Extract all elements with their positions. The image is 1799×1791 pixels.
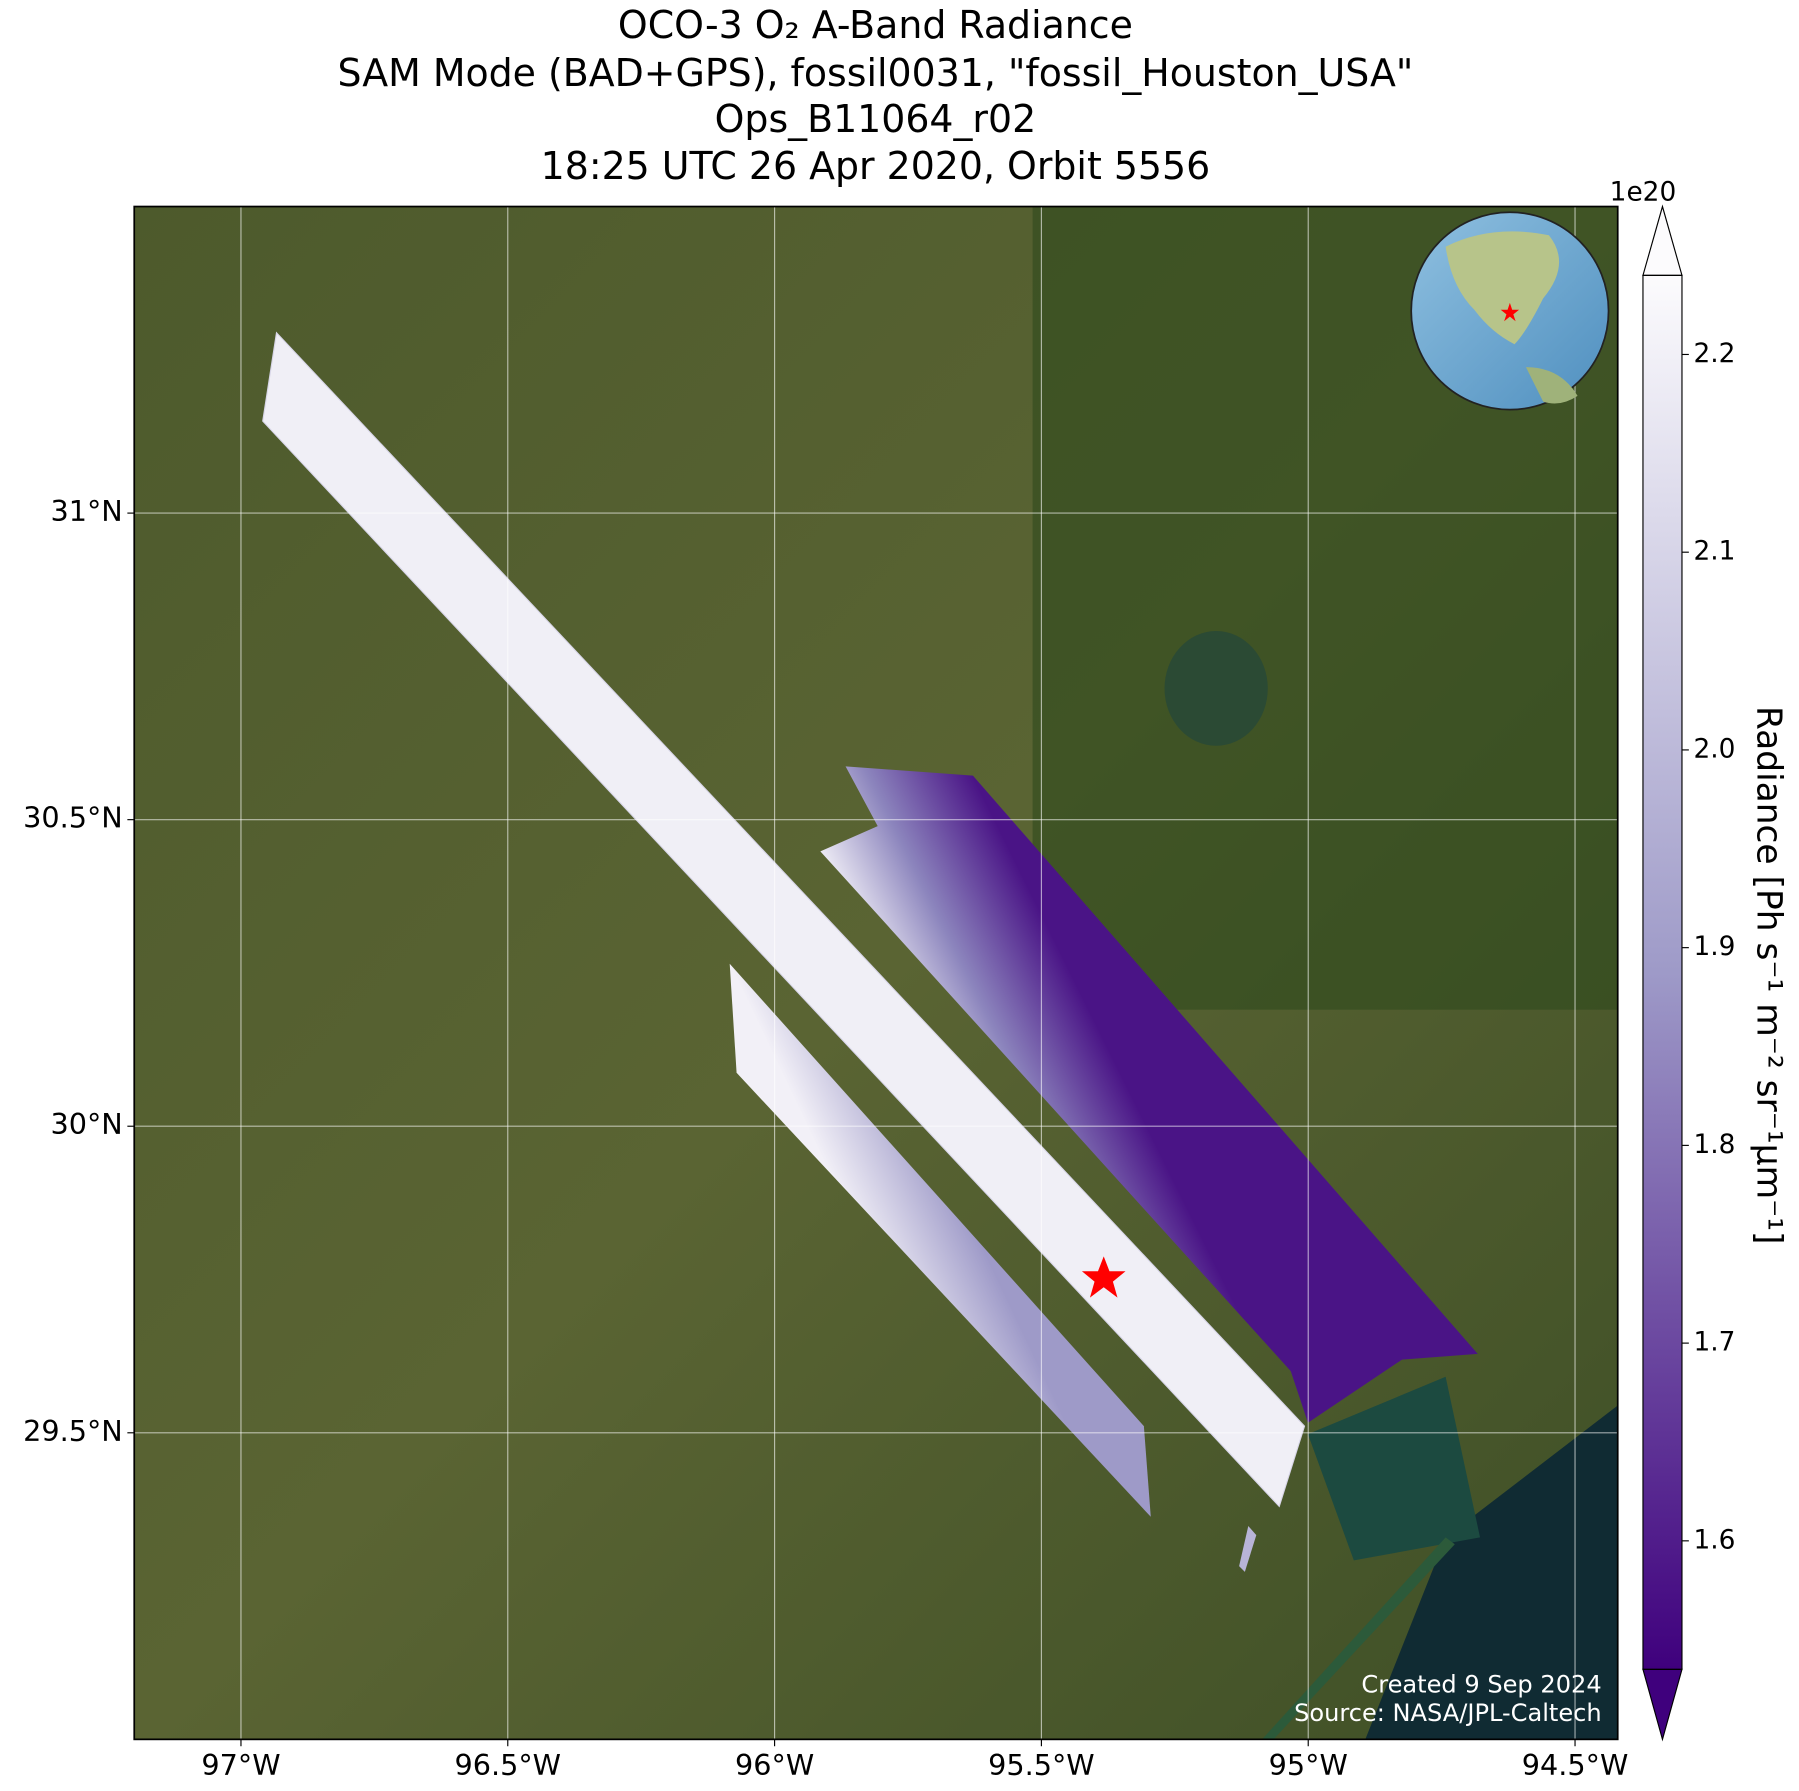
target-star [1081, 1256, 1126, 1298]
colorbar-tick-label: 2.2 [1693, 339, 1735, 369]
x-tick-label: 96.5°W [455, 1748, 562, 1782]
y-tick-label: 30°N [50, 1107, 122, 1141]
swath [1239, 1525, 1257, 1572]
y-tick-label: 31°N [50, 494, 122, 528]
swath [729, 963, 1151, 1517]
swath [820, 766, 1478, 1423]
colorbar-label: Radiance [Ph s⁻¹ m⁻² sr⁻¹μm⁻¹] [1748, 706, 1788, 1245]
bay [1307, 1376, 1481, 1561]
lake [1164, 631, 1268, 746]
chart-title: 18:25 UTC 26 Apr 2020, Orbit 5556 [541, 144, 1211, 188]
map: Created 9 Sep 2024 Source: NASA/JPL-Calt… [134, 206, 1618, 1740]
x-tick-label: 96°W [735, 1748, 814, 1782]
swath [262, 331, 1306, 1508]
colorbar-tick-label: 2.0 [1693, 734, 1735, 764]
colorbar-tick-label: 1.7 [1693, 1328, 1735, 1358]
x-tick-label: 94.5°W [1522, 1748, 1629, 1782]
colorbar-extend-bottom [1642, 1668, 1683, 1742]
colorbar-multiplier: 1e20 [1610, 177, 1677, 207]
credit: Created 9 Sep 2024 [1361, 1670, 1601, 1698]
colorbar-gradient [1642, 275, 1682, 1670]
map-frame [133, 205, 1619, 1741]
grid [134, 206, 1618, 1740]
y-tick-label: 29.5°N [23, 1414, 123, 1448]
colorbar-tick-label: 1.8 [1693, 1130, 1735, 1160]
x-tick-label: 97°W [201, 1748, 280, 1782]
chart-title: Ops_B11064_r02 [715, 97, 1037, 141]
chart-title: OCO-3 O₂ A-Band Radiance [618, 3, 1133, 47]
y-tick-label: 30.5°N [23, 801, 123, 835]
island [1262, 1537, 1455, 1740]
colorbar-extend-top [1642, 204, 1683, 276]
colorbar-tick-label: 2.1 [1693, 537, 1735, 567]
continent [1445, 231, 1560, 345]
globe-star [1500, 302, 1520, 322]
ocean [1365, 1405, 1618, 1740]
colorbar-frame [1642, 274, 1683, 1670]
colorbar-tick-label: 1.9 [1693, 932, 1735, 962]
chart-title: SAM Mode (BAD+GPS), fossil0031, "fossil_… [337, 51, 1413, 95]
credit: Source: NASA/JPL-Caltech [1294, 1699, 1602, 1727]
continent [1525, 367, 1578, 404]
colorbar-tick-label: 1.6 [1693, 1525, 1735, 1555]
x-tick-label: 95°W [1269, 1748, 1348, 1782]
x-tick-label: 95.5°W [988, 1748, 1095, 1782]
colorbar: 1.6 1.7 1.8 1.9 2.0 2.1 2.2 [1642, 204, 1735, 1742]
